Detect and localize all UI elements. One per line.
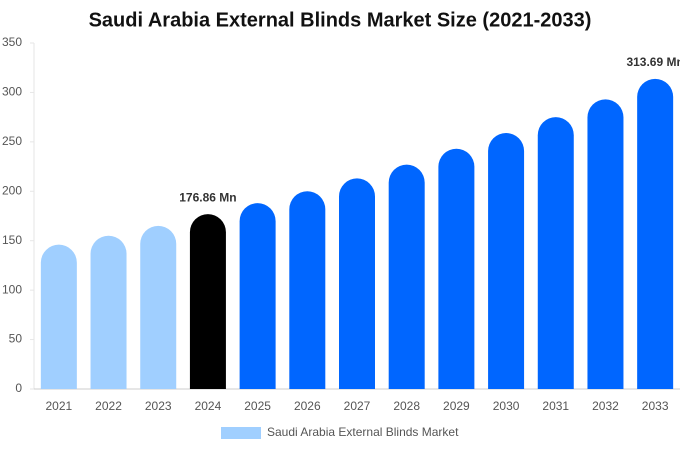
legend-label: Saudi Arabia External Blinds Market <box>267 425 459 439</box>
bar <box>189 214 226 389</box>
bar <box>289 191 326 389</box>
y-tick-label: 100 <box>2 282 22 296</box>
x-tick-label: 2024 <box>195 399 222 413</box>
bar <box>388 164 425 389</box>
x-tick-label: 2022 <box>95 399 122 413</box>
bar <box>637 78 674 390</box>
y-tick-label: 150 <box>2 233 22 247</box>
x-tick-label: 2025 <box>244 399 271 413</box>
value-label: 313.69 Mn <box>626 55 680 69</box>
chart-title: Saudi Arabia External Blinds Market Size… <box>89 9 592 31</box>
legend-swatch <box>221 427 261 439</box>
x-tick-label: 2032 <box>592 399 619 413</box>
bar <box>438 148 475 389</box>
x-tick-label: 2027 <box>344 399 371 413</box>
x-tick-label: 2033 <box>642 399 669 413</box>
x-tick-label: 2031 <box>542 399 569 413</box>
y-tick-label: 0 <box>15 381 22 395</box>
bar <box>239 203 276 389</box>
bar <box>488 132 525 389</box>
x-tick-label: 2023 <box>145 399 172 413</box>
y-tick-label: 50 <box>9 332 23 346</box>
bar <box>90 235 127 389</box>
bar <box>140 225 177 389</box>
y-tick-label: 350 <box>2 35 22 49</box>
y-tick-label: 300 <box>2 85 22 99</box>
y-tick-label: 250 <box>2 134 22 148</box>
x-tick-label: 2021 <box>45 399 72 413</box>
y-tick-label: 200 <box>2 183 22 197</box>
bar <box>339 178 375 389</box>
x-tick-label: 2026 <box>294 399 321 413</box>
bar <box>537 117 574 389</box>
bar <box>40 244 77 389</box>
value-label: 176.86 Mn <box>179 190 236 204</box>
x-tick-label: 2028 <box>393 399 420 413</box>
x-tick-label: 2029 <box>443 399 470 413</box>
x-tick-label: 2030 <box>493 399 520 413</box>
bar <box>587 99 624 389</box>
